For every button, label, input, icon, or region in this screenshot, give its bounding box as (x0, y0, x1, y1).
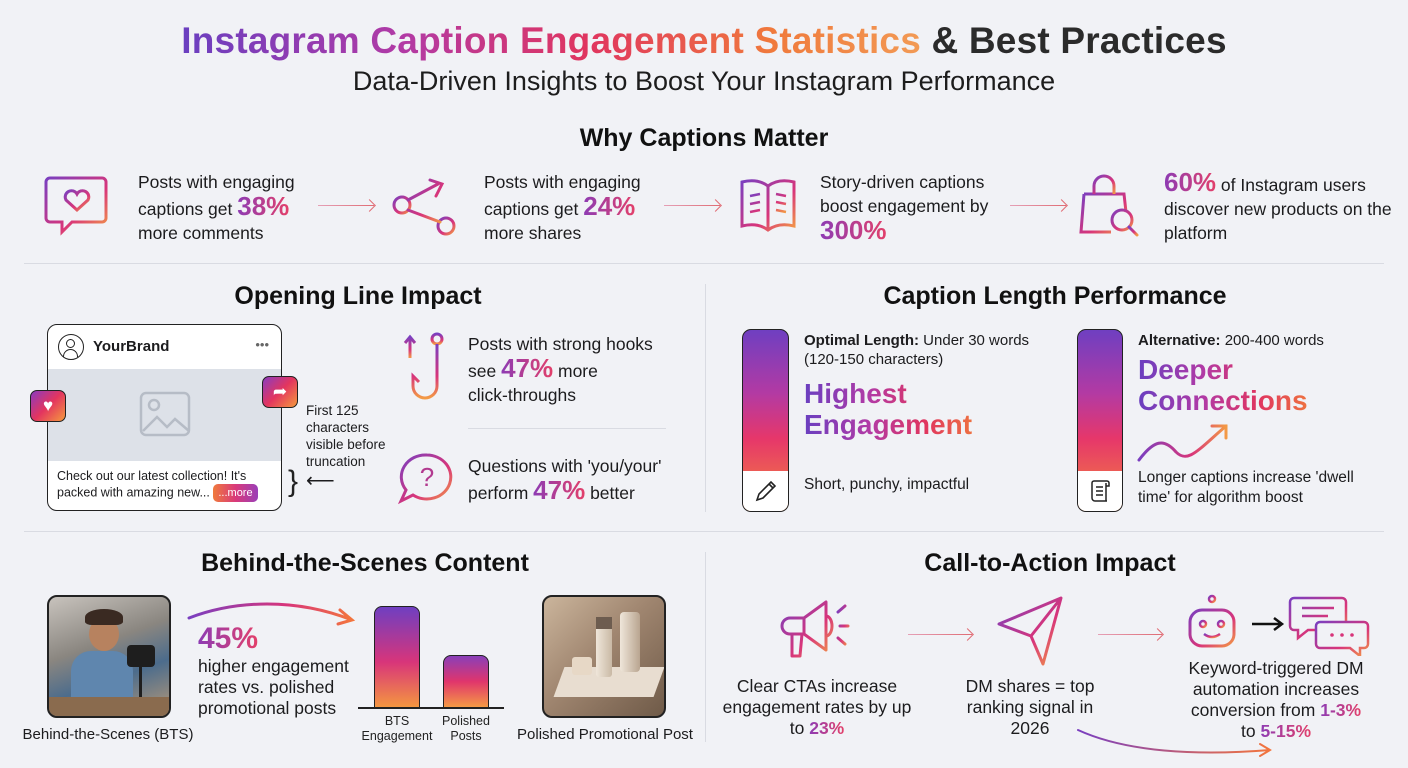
share-badge-icon: ➦ (262, 376, 298, 408)
bar-polished-posts (443, 655, 489, 708)
curved-arrow-icon (186, 598, 356, 628)
post-image-placeholder (48, 369, 281, 461)
dm-automation-text: Keyword-triggered DM automation increase… (1188, 658, 1364, 741)
section-title-caption-length: Caption Length Performance (883, 282, 1227, 310)
paper-plane-icon (995, 594, 1065, 668)
shopping-bag-search-icon (1076, 172, 1142, 238)
annotation-arrow-icon: ⟵ (306, 470, 335, 492)
cta-stat-text: Clear CTAs increase engagement rates by … (722, 676, 912, 738)
open-book-icon (736, 172, 800, 238)
curved-connector-arrow (1076, 726, 1276, 760)
robot-to-chat-icon (1184, 594, 1374, 659)
page-title: Instagram Caption Engagement Statistics … (181, 20, 1227, 61)
highest-engagement-headline: Highest Engagement (804, 378, 1024, 440)
megaphone-icon (774, 598, 864, 664)
bar-label-bts: BTS Engagement (361, 714, 433, 743)
more-link[interactable]: ...more (213, 484, 258, 502)
deeper-connections-headline: Deeper Connections (1138, 354, 1358, 416)
brace: } (288, 465, 299, 498)
flow-arrow (1010, 205, 1066, 206)
bts-stat-value: 45% (198, 622, 259, 655)
heart-comment-icon (44, 172, 110, 238)
page-subtitle: Data-Driven Insights to Boost Your Insta… (352, 66, 1056, 96)
section-title-cta: Call-to-Action Impact (924, 549, 1176, 577)
stat-questions: Questions with 'you/your' perform 47% bet… (468, 456, 662, 505)
post-caption: Check out our latest collection! It's pa… (57, 468, 277, 502)
fish-hook-icon (402, 330, 452, 402)
trend-up-icon (1136, 420, 1232, 464)
share-icon (390, 172, 462, 238)
instagram-post-mock: YourBrand ••• Check out our latest colle… (47, 324, 282, 511)
svg-text:?: ? (420, 462, 434, 492)
more-options-icon[interactable]: ••• (255, 337, 269, 352)
section-title-why-captions: Why Captions Matter (579, 124, 829, 152)
bts-photo-caption: Behind-the-Scenes (BTS) (22, 726, 194, 743)
divider (24, 263, 1384, 264)
alternative-length-bar (1077, 329, 1123, 512)
bar-bts-engagement (374, 606, 420, 708)
dm-shares-text: DM shares = top ranking signal in 2026 (965, 676, 1095, 738)
stat-hooks: Posts with strong hooks see 47% more click… (468, 334, 653, 405)
polished-photo-caption: Polished Promotional Post (517, 726, 693, 743)
bts-photo (47, 595, 171, 718)
scroll-icon (1078, 471, 1122, 511)
avatar-icon (58, 334, 84, 360)
flow-arrow (908, 634, 972, 635)
optimal-length-detail: Optimal Length: Under 30 words (120-150 … (804, 332, 1030, 368)
pencil-icon (743, 471, 788, 511)
optimal-length-bar (742, 329, 789, 512)
flow-arrow (318, 205, 374, 206)
stat-story-driven: Story-driven captions boost engagement b… (820, 172, 989, 245)
like-badge-icon: ♥ (30, 390, 66, 422)
stat-discovery: 60% of Instagram users discover new prod… (1164, 167, 1392, 243)
flow-arrow (664, 205, 720, 206)
divider (468, 428, 666, 429)
optimal-note: Short, punchy, impactful (804, 476, 970, 493)
alternative-length-detail: Alternative: 200-400 words (1138, 332, 1324, 349)
question-bubble-icon: ? (397, 452, 456, 506)
section-title-bts: Behind-the-Scenes Content (201, 549, 529, 577)
brand-name: YourBrand (93, 338, 170, 355)
flow-arrow (1098, 634, 1162, 635)
polished-product-photo (542, 595, 666, 718)
alternative-note: Longer captions increase 'dwell time' fo… (1138, 469, 1354, 506)
divider (24, 531, 1384, 532)
truncation-annotation: First 125 characters visible before trun… (306, 403, 386, 469)
bts-stat-text: higher engagement rates vs. polished pro… (198, 656, 349, 718)
section-title-opening-line: Opening Line Impact (234, 282, 482, 310)
chart-baseline (358, 707, 504, 709)
stat-shares: Posts with engaging captions get 24% more… (484, 172, 641, 243)
bar-label-polished: Polished Posts (442, 714, 490, 743)
vertical-divider (705, 552, 706, 742)
vertical-divider (705, 284, 706, 512)
image-placeholder-icon (139, 391, 191, 437)
stat-comments: Posts with engaging captions get 38% more… (138, 172, 295, 243)
